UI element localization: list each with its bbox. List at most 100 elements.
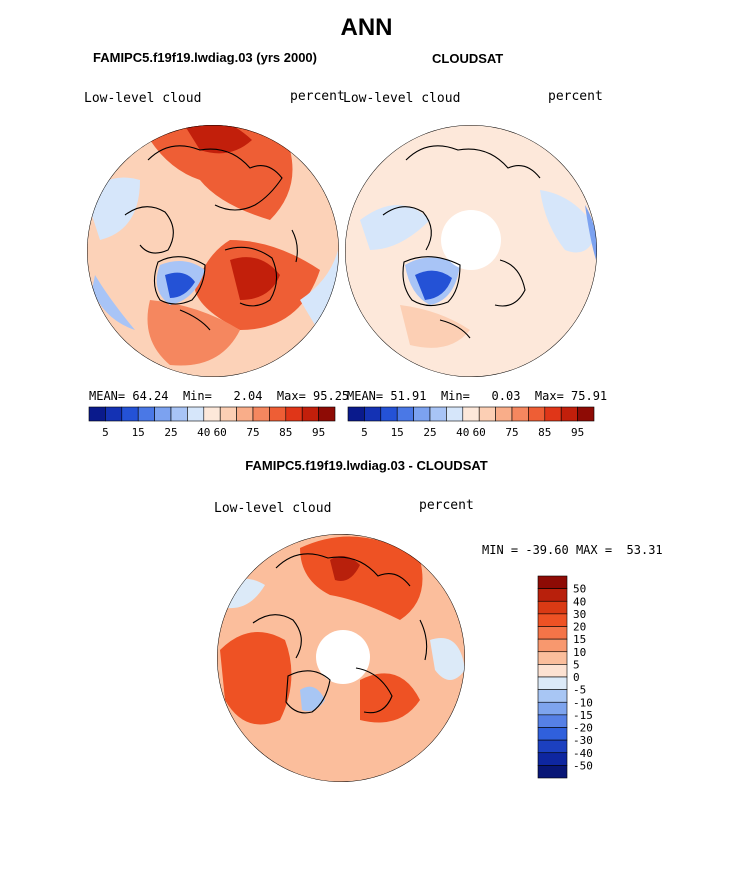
right-panel-title: CLOUDSAT: [432, 51, 504, 66]
diff-colorbar-tick-label: 5: [573, 658, 580, 671]
right-colorbar-tick-label: 85: [538, 426, 551, 439]
right-colorbar: 5 15 25 40 60 75 85 95: [347, 406, 595, 439]
left-colorbar-tick-label: 15: [132, 426, 145, 439]
left-colorbar-box: [269, 406, 287, 422]
right-colorbar-tick-label: 5: [361, 426, 368, 439]
left-colorbar-box: [105, 406, 123, 422]
diff-colorbar-tick-label: -15: [573, 709, 593, 722]
diff-colorbar-tick-label: 20: [573, 621, 586, 634]
left-min-value: 2.04: [233, 389, 263, 403]
left-colorbar-box: [170, 406, 188, 422]
diff-colorbar-box: [537, 575, 568, 589]
diff-colorbar-tick-label: -10: [573, 696, 593, 709]
left-mean-label: MEAN=: [89, 389, 126, 403]
left-max-value: 95.25: [313, 389, 350, 403]
right-colorbar-box: [560, 406, 578, 422]
right-colorbar-box: [478, 406, 496, 422]
diff-colorbar-box: [537, 664, 568, 678]
right-colorbar-box: [577, 406, 595, 422]
left-colorbar: 5 15 25 40 60 75 85 95: [88, 406, 336, 439]
diff-colorbar-box: [537, 701, 568, 716]
left-colorbar-tick-label: 60: [214, 426, 227, 439]
page-title: ANN: [340, 14, 393, 41]
right-colorbar-tick-label: 60: [473, 426, 486, 439]
diff-map-fill-east: [430, 638, 465, 680]
left-colorbar-tick-label: 75: [246, 426, 259, 439]
right-colorbar-box: [347, 406, 365, 422]
left-panel-units-label: percent: [290, 89, 345, 104]
right-map-missing-data: [441, 210, 501, 270]
right-colorbar-box: [528, 406, 546, 422]
left-colorbar-box: [219, 406, 237, 422]
left-colorbar-box: [88, 406, 106, 422]
right-map: [345, 125, 597, 377]
diff-colorbar-box: [537, 727, 568, 741]
left-colorbar-tick-label: 95: [312, 426, 325, 439]
right-colorbar-box: [511, 406, 529, 422]
diff-colorbar-tick-label: 0: [573, 671, 580, 684]
right-colorbar-box: [495, 406, 513, 422]
left-min-label: Min=: [182, 389, 212, 403]
diff-colorbar-box: [537, 613, 568, 627]
right-colorbar-tick-label: 25: [423, 426, 436, 439]
diff-panel-title: FAMIPC5.f19f19.lwdiag.03 - CLOUDSAT: [245, 458, 488, 473]
left-colorbar-box: [252, 406, 270, 422]
left-mean-value: 64.24: [132, 389, 169, 403]
right-colorbar-tick-label: 95: [571, 426, 584, 439]
diff-colorbar-tick-label: -40: [573, 747, 593, 760]
right-map-coastlines: [382, 145, 541, 339]
right-colorbar-box: [462, 406, 480, 422]
left-colorbar-tick-label: 40: [197, 426, 210, 439]
diff-colorbar-box: [537, 651, 568, 665]
left-max-label: Max=: [276, 389, 306, 403]
right-colorbar-box: [380, 406, 398, 422]
diff-colorbar-tick-label: -30: [573, 734, 593, 747]
diff-min-label: MIN =: [482, 543, 519, 557]
right-colorbar-box: [413, 406, 431, 422]
diff-max-label: MAX =: [575, 543, 613, 557]
left-map-fill-sw: [92, 275, 135, 330]
left-colorbar-box: [121, 406, 139, 422]
diff-colorbar-box: [537, 676, 568, 690]
right-colorbar-tick-label: 40: [456, 426, 469, 439]
right-mean-label: MEAN=: [347, 389, 384, 403]
left-colorbar-box: [187, 406, 205, 422]
diff-colorbar-tick-label: -50: [573, 759, 593, 772]
diff-colorbar-box: [537, 588, 568, 602]
right-colorbar-tick-label: 75: [505, 426, 518, 439]
right-min-label: Min=: [440, 389, 470, 403]
diff-panel-units-label: percent: [419, 498, 474, 513]
diff-colorbar-box: [537, 689, 568, 703]
left-colorbar-tick-label: 5: [102, 426, 109, 439]
left-colorbar-box: [236, 406, 254, 422]
left-map-coastlines: [124, 145, 298, 331]
diff-colorbar-tick-label: 50: [573, 583, 586, 596]
left-map-fill-atlantic-core: [230, 257, 280, 300]
left-panel-stats: MEAN= 64.24 Min= 2.04 Max= 95.25: [89, 389, 349, 403]
left-colorbar-box: [154, 406, 172, 422]
diff-max-value: 53.31: [626, 543, 663, 557]
diff-map-fill-atlantic: [360, 673, 420, 723]
left-colorbar-box: [285, 406, 303, 422]
diff-colorbar-box: [537, 638, 568, 653]
right-map-fill-atlantic: [400, 305, 470, 348]
diff-map: [217, 534, 465, 782]
diff-colorbar-box: [537, 765, 568, 779]
diff-colorbar-tick-label: 15: [573, 633, 586, 646]
right-colorbar-box: [364, 406, 382, 422]
diff-colorbar-box: [537, 752, 568, 766]
diff-map-missing-data: [316, 630, 370, 684]
diff-colorbar-tick-label: 10: [573, 646, 586, 659]
left-map-fill-greenland-core: [165, 272, 195, 298]
diff-map-fill-core: [330, 556, 360, 581]
left-panel-title: FAMIPC5.f19f19.lwdiag.03 (yrs 2000): [93, 50, 317, 65]
right-colorbar-box: [396, 406, 414, 422]
right-mean-value: 51.91: [390, 389, 427, 403]
diff-colorbar-box: [537, 626, 568, 640]
right-map-fill-arctic: [360, 205, 430, 250]
diff-panel-variable-label: Low-level cloud: [214, 501, 332, 516]
diff-colorbar-box: [537, 739, 568, 754]
diff-colorbar-tick-label: 40: [573, 595, 586, 608]
